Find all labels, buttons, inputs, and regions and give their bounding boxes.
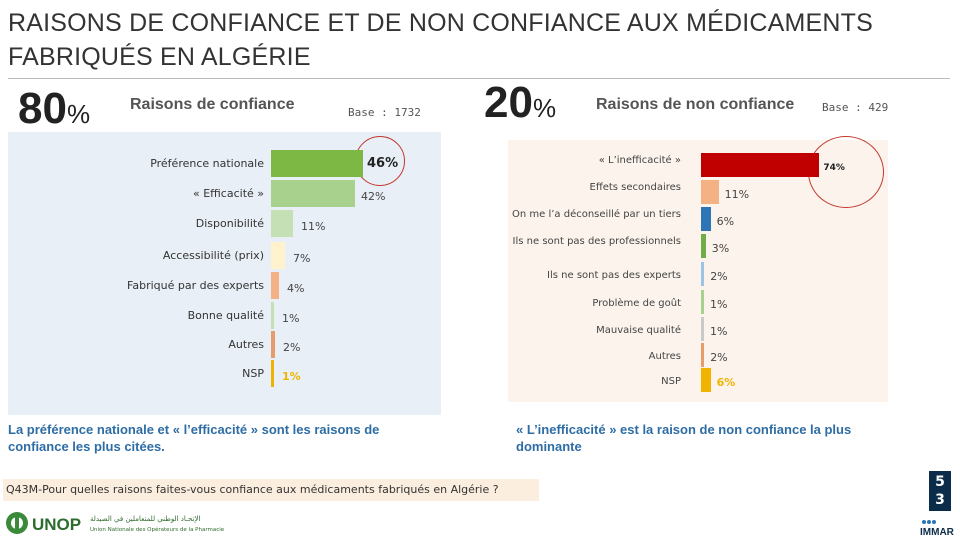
unop-logo: UNOP الإتحـاد الوطني للمتعاملين في الصيد…: [6, 512, 225, 534]
confidence-bar-0: [271, 150, 363, 177]
confidence-label-1: « Efficacité »: [192, 187, 264, 200]
non-confidence-bar-1: [701, 180, 719, 204]
confidence-value-1: 42%: [361, 190, 386, 203]
non-confidence-share: 20%: [484, 78, 556, 128]
confidence-value-6: 2%: [283, 341, 301, 354]
confidence-bar-5: [271, 302, 274, 329]
page-number-digit-2: 3: [935, 492, 945, 508]
confidence-value-4: 4%: [287, 282, 305, 295]
non-confidence-value-7: 2%: [710, 351, 728, 364]
confidence-bar-4: [271, 272, 279, 299]
immar-logo: IMMAR: [920, 520, 955, 538]
non-confidence-bar-0: [701, 153, 820, 177]
non-confidence-bar-7: [701, 343, 705, 367]
confidence-share-value: 80: [18, 84, 67, 133]
confidence-label-2: Disponibilité: [195, 217, 264, 230]
confidence-bar-3: [271, 242, 285, 269]
non-confidence-summary: « L’inefficacité » est la raison de non …: [516, 422, 852, 454]
page-number-digit-1: 5: [935, 474, 945, 490]
unop-logo-arabic: الإتحـاد الوطني للمتعاملين في الصيدلة: [90, 515, 201, 523]
non-confidence-bar-4: [701, 262, 705, 286]
confidence-bar-6: [271, 331, 275, 358]
confidence-bar-2: [271, 210, 293, 237]
non-confidence-label-6: Mauvaise qualité: [596, 325, 681, 336]
non-confidence-share-symbol: %: [532, 93, 557, 123]
non-confidence-label-5: Problème de goût: [592, 298, 681, 309]
non-confidence-value-0: 74%: [823, 163, 845, 173]
non-confidence-value-6: 1%: [710, 325, 728, 338]
non-confidence-label-8: NSP: [661, 376, 681, 387]
non-confidence-value-8: 6%: [716, 376, 736, 389]
confidence-label-3: Accessibilité (prix): [162, 249, 264, 262]
confidence-heading: Raisons de confiance: [130, 96, 295, 113]
non-confidence-base: Base : 429: [822, 101, 889, 114]
non-confidence-bar-6: [701, 317, 704, 341]
non-confidence-label-4: Ils ne sont pas des experts: [547, 270, 681, 281]
confidence-label-5: Bonne qualité: [187, 309, 264, 322]
confidence-bar-1: [271, 180, 355, 207]
confidence-label-7: NSP: [242, 367, 264, 380]
confidence-value-3: 7%: [293, 252, 311, 265]
non-confidence-value-2: 6%: [716, 215, 735, 228]
confidence-value-7: 1%: [282, 370, 301, 383]
unop-logo-subtitle: Union Nationale des Opérateurs de la Pha…: [90, 526, 225, 533]
non-confidence-label-2: On me l’a déconseillé par un tiers: [512, 209, 681, 220]
non-confidence-value-4: 2%: [710, 270, 728, 283]
non-confidence-bar-8: [701, 368, 711, 392]
confidence-bar-7: [271, 360, 274, 387]
non-confidence-bar-2: [701, 207, 711, 231]
confidence-value-2: 11%: [301, 220, 326, 233]
non-confidence-bar-3: [701, 234, 706, 258]
non-confidence-label-7: Autres: [648, 351, 681, 362]
non-confidence-share-value: 20: [484, 78, 533, 127]
non-confidence-value-1: 11%: [724, 188, 750, 201]
confidence-share: 80%: [18, 84, 90, 134]
immar-logo-text: IMMAR: [920, 527, 955, 538]
non-confidence-label-3: Ils ne sont pas des professionnels: [512, 236, 681, 247]
confidence-value-0: 46%: [367, 156, 399, 171]
confidence-label-4: Fabriqué par des experts: [127, 279, 264, 292]
non-confidence-value-5: 1%: [710, 298, 728, 311]
confidence-label-6: Autres: [228, 338, 264, 351]
confidence-label-0: Préférence nationale: [150, 157, 264, 170]
highlight-circle-right: [808, 136, 884, 208]
confidence-value-5: 1%: [282, 312, 300, 325]
title-divider: [8, 78, 950, 79]
page-title: RAISONS DE CONFIANCE ET DE NON CONFIANCE…: [8, 9, 874, 71]
confidence-share-symbol: %: [66, 99, 91, 129]
non-confidence-bar-5: [701, 290, 704, 314]
confidence-base: Base : 1732: [348, 106, 421, 119]
confidence-summary: La préférence nationale et « l’efficacit…: [8, 422, 380, 454]
non-confidence-heading: Raisons de non confiance: [596, 96, 795, 113]
survey-question: Q43M-Pour quelles raisons faites-vous co…: [3, 479, 539, 501]
non-confidence-label-1: Effets secondaires: [589, 182, 682, 193]
unop-logo-text: UNOP: [32, 515, 81, 534]
non-confidence-value-3: 3%: [711, 242, 730, 255]
non-confidence-label-0: « L’inefficacité »: [598, 155, 681, 166]
